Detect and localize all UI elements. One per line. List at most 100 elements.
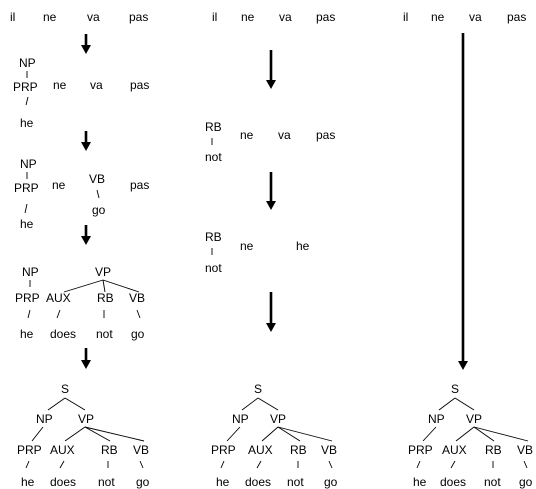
word-ne: ne xyxy=(240,239,254,253)
word-not: not xyxy=(96,327,113,341)
final-tree-3: S NP VP PRP he AUX does RB not VB go xyxy=(408,382,533,489)
rb-label: RB xyxy=(290,443,307,457)
word-go: go xyxy=(519,475,533,489)
word-va: va xyxy=(469,10,482,24)
word-not: not xyxy=(205,261,222,275)
word-he: he xyxy=(20,327,34,341)
word-does: does xyxy=(440,475,466,489)
rb-label: RB xyxy=(205,120,222,134)
rb-label: RB xyxy=(485,443,502,457)
prp-label: PRP xyxy=(408,443,433,457)
word-va: va xyxy=(278,128,291,142)
prp-label: PRP xyxy=(17,443,42,457)
np-label: NP xyxy=(428,412,445,426)
word-he: he xyxy=(296,239,310,253)
np-label: NP xyxy=(232,412,249,426)
word-ne: ne xyxy=(240,128,254,142)
word-pas: pas xyxy=(316,128,335,142)
np-label: NP xyxy=(19,56,36,70)
vb-label: VB xyxy=(89,172,105,186)
down-arrow xyxy=(81,225,91,245)
word-not: not xyxy=(287,475,304,489)
column-1-derivation: il ne va pas NP PRP he ne va pas NP PRP xyxy=(10,10,150,489)
word-he: he xyxy=(413,475,427,489)
word-he: he xyxy=(21,475,35,489)
s-label: S xyxy=(61,382,69,396)
vb-label: VB xyxy=(321,443,337,457)
word-does: does xyxy=(50,327,76,341)
aux-label: AUX xyxy=(50,443,75,457)
word-il: il xyxy=(212,10,217,24)
word-not: not xyxy=(484,475,501,489)
vp-label: VP xyxy=(78,412,94,426)
word-he: he xyxy=(20,217,34,231)
down-arrow xyxy=(81,348,91,369)
rb-label: RB xyxy=(205,230,222,244)
np-label: NP xyxy=(20,157,37,171)
down-arrow xyxy=(81,34,91,54)
word-pas: pas xyxy=(316,10,335,24)
vb-label: VB xyxy=(129,291,145,305)
s-label: S xyxy=(254,382,262,396)
word-ne: ne xyxy=(431,10,445,24)
word-not: not xyxy=(205,150,222,164)
s-label: S xyxy=(451,382,459,396)
word-does: does xyxy=(245,475,271,489)
aux-label: AUX xyxy=(442,443,467,457)
word-go: go xyxy=(136,475,150,489)
vp-label: VP xyxy=(270,412,286,426)
vp-label: VP xyxy=(95,265,111,279)
word-il: il xyxy=(403,10,408,24)
rb-label: RB xyxy=(97,291,114,305)
word-il: il xyxy=(10,10,15,24)
final-tree-1: S NP VP PRP he AUX does RB not VB go xyxy=(17,382,150,489)
word-ne: ne xyxy=(43,10,57,24)
vb-label: VB xyxy=(133,443,149,457)
word-va: va xyxy=(279,10,292,24)
word-va: va xyxy=(87,10,100,24)
rb-label: RB xyxy=(101,443,118,457)
column-2-derivation: il ne va pas RB not ne va pas RB not ne … xyxy=(205,10,338,489)
step-2-tree: RB not ne he xyxy=(205,230,310,275)
prp-label: PRP xyxy=(13,80,38,94)
word-go: go xyxy=(131,327,145,341)
word-va: va xyxy=(90,78,103,92)
down-arrow xyxy=(266,172,276,210)
word-pas: pas xyxy=(130,78,149,92)
final-tree-2: S NP VP PRP he AUX does RB not VB go xyxy=(211,382,338,489)
word-pas: pas xyxy=(507,10,526,24)
word-ne: ne xyxy=(53,78,67,92)
aux-label: AUX xyxy=(46,291,71,305)
np-label: NP xyxy=(36,412,53,426)
down-arrow xyxy=(266,292,276,332)
word-pas: pas xyxy=(129,10,148,24)
step-2-tree: NP PRP he ne VB go pas xyxy=(14,157,149,231)
word-go: go xyxy=(92,203,106,217)
vb-label: VB xyxy=(517,443,533,457)
word-not: not xyxy=(98,475,115,489)
prp-label: PRP xyxy=(211,443,236,457)
step-1-tree: NP PRP he ne va pas xyxy=(13,56,149,130)
column-3-derivation: il ne va pas S NP VP PRP he AUX does R xyxy=(403,10,533,489)
down-arrow xyxy=(81,131,91,151)
word-does: does xyxy=(50,475,76,489)
source-sentence-2: il ne va pas xyxy=(212,10,335,24)
aux-label: AUX xyxy=(248,443,273,457)
long-down-arrow xyxy=(458,33,468,370)
word-ne: ne xyxy=(241,10,255,24)
word-go: go xyxy=(324,475,338,489)
source-sentence-1: il ne va pas xyxy=(10,10,148,24)
down-arrow xyxy=(266,50,276,89)
word-he: he xyxy=(216,475,230,489)
word-he: he xyxy=(20,116,34,130)
word-pas: pas xyxy=(130,178,149,192)
prp-label: PRP xyxy=(15,291,40,305)
prp-label: PRP xyxy=(14,181,39,195)
word-ne: ne xyxy=(52,178,66,192)
vp-label: VP xyxy=(466,412,482,426)
step-3-tree: NP PRP he VP AUX does RB not VB go xyxy=(15,265,145,341)
step-1-tree: RB not ne va pas xyxy=(205,120,335,164)
np-label: NP xyxy=(22,265,39,279)
source-sentence-3: il ne va pas xyxy=(403,10,526,24)
